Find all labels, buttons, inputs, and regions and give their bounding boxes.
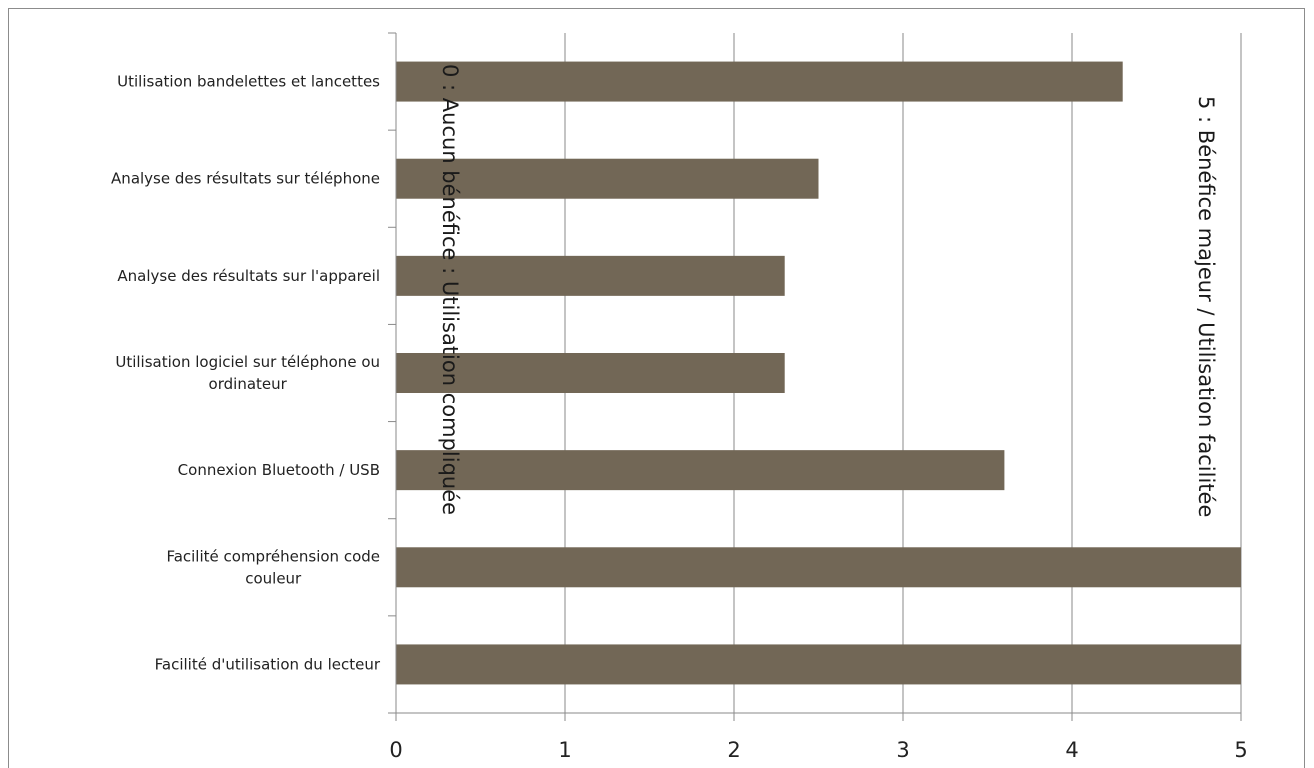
bar bbox=[396, 61, 1123, 102]
x-tick-label: 1 bbox=[558, 738, 571, 762]
category-label: Utilisation logiciel sur téléphone ou ord… bbox=[115, 353, 380, 393]
category-label-line: Utilisation logiciel sur téléphone ou bbox=[115, 353, 380, 371]
category-label: Connexion Bluetooth / USB bbox=[178, 461, 380, 479]
category-label: Utilisation bandelettes et lancettes bbox=[117, 73, 380, 91]
x-tick-label: 3 bbox=[896, 738, 909, 762]
x-tick-label: 4 bbox=[1065, 738, 1078, 762]
category-label-line: Utilisation bandelettes et lancettes bbox=[117, 73, 380, 91]
category-label: Facilité d'utilisation du lecteur bbox=[155, 655, 381, 673]
x-tick-label: 0 bbox=[389, 738, 402, 762]
category-label: Analyse des résultats sur téléphone bbox=[111, 170, 380, 188]
category-label-line: Analyse des résultats sur l'appareil bbox=[117, 267, 380, 285]
category-label-line: couleur bbox=[245, 569, 302, 587]
category-label-line: Connexion Bluetooth / USB bbox=[178, 461, 380, 479]
annotations: 0 : Aucun bénéfice : Utilisation compliq… bbox=[438, 64, 1218, 517]
category-label-line: Analyse des résultats sur téléphone bbox=[111, 170, 380, 188]
axes bbox=[388, 32, 1242, 721]
x-tick-label: 2 bbox=[727, 738, 740, 762]
bar bbox=[396, 547, 1241, 588]
category-label-line: Facilité compréhension code bbox=[166, 547, 380, 565]
bar bbox=[396, 255, 785, 296]
bar bbox=[396, 158, 819, 199]
category-label: Analyse des résultats sur l'appareil bbox=[117, 267, 380, 285]
category-label: Facilité compréhension code couleur bbox=[166, 547, 380, 587]
category-label-line: Facilité d'utilisation du lecteur bbox=[155, 655, 381, 673]
annotation-left: 0 : Aucun bénéfice : Utilisation compliq… bbox=[438, 64, 462, 515]
bars bbox=[396, 61, 1241, 685]
category-label-line: ordinateur bbox=[209, 375, 288, 393]
bar bbox=[396, 353, 785, 393]
x-tick-label: 5 bbox=[1234, 738, 1247, 762]
category-labels: Utilisation bandelettes et lancettes Anal… bbox=[111, 73, 381, 674]
x-tick-labels: 0 1 2 3 4 5 bbox=[389, 738, 1247, 762]
bar bbox=[396, 644, 1241, 685]
annotation-right: 5 : Bénéfice majeur / Utilisation facili… bbox=[1194, 96, 1218, 517]
bar bbox=[396, 450, 1005, 491]
